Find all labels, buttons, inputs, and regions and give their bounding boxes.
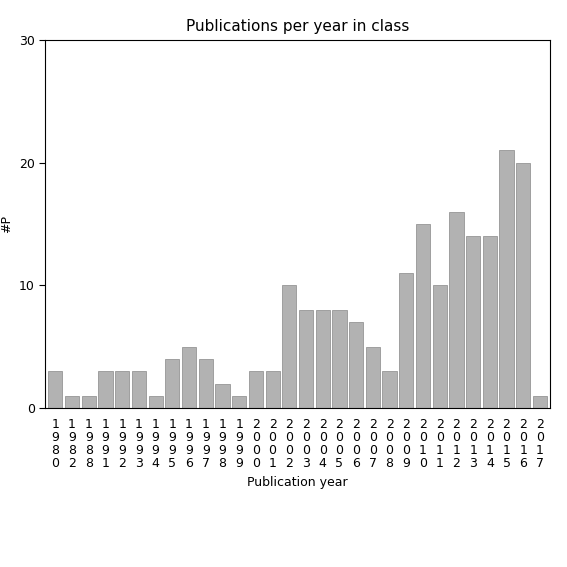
Bar — [299, 310, 313, 408]
Bar — [449, 211, 463, 408]
Bar — [215, 384, 230, 408]
Bar — [165, 359, 179, 408]
Bar — [316, 310, 330, 408]
Bar — [115, 371, 129, 408]
Bar — [383, 371, 397, 408]
Bar — [149, 396, 163, 408]
Bar — [416, 224, 430, 408]
Bar — [99, 371, 113, 408]
Title: Publications per year in class: Publications per year in class — [186, 19, 409, 35]
Bar — [48, 371, 62, 408]
Bar — [533, 396, 547, 408]
Bar — [249, 371, 263, 408]
Bar — [282, 285, 297, 408]
Bar — [132, 371, 146, 408]
Bar — [182, 347, 196, 408]
Bar — [332, 310, 346, 408]
Bar — [500, 150, 514, 408]
Bar — [483, 236, 497, 408]
Bar — [349, 322, 363, 408]
Bar — [466, 236, 480, 408]
Bar — [433, 285, 447, 408]
Bar — [82, 396, 96, 408]
Bar — [399, 273, 413, 408]
Bar — [516, 163, 530, 408]
Bar — [366, 347, 380, 408]
Bar — [198, 359, 213, 408]
Bar — [232, 396, 246, 408]
Y-axis label: #P: #P — [1, 215, 14, 233]
Bar — [65, 396, 79, 408]
X-axis label: Publication year: Publication year — [247, 476, 348, 489]
Bar — [265, 371, 280, 408]
